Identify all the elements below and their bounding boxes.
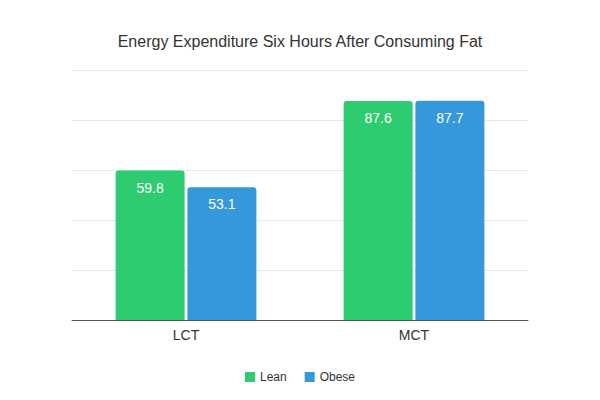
svg-text:87.6: 87.6 xyxy=(364,110,391,126)
svg-text:87.7: 87.7 xyxy=(436,110,463,126)
svg-text:59.8: 59.8 xyxy=(136,180,163,196)
svg-text:Energy Expenditure Six Hours A: Energy Expenditure Six Hours After Consu… xyxy=(118,33,483,50)
svg-text:MCT: MCT xyxy=(399,327,430,343)
svg-text:Obese: Obese xyxy=(320,370,356,384)
svg-text:LCT: LCT xyxy=(173,327,200,343)
svg-text:53.1: 53.1 xyxy=(208,196,235,212)
svg-text:Lean: Lean xyxy=(260,370,287,384)
